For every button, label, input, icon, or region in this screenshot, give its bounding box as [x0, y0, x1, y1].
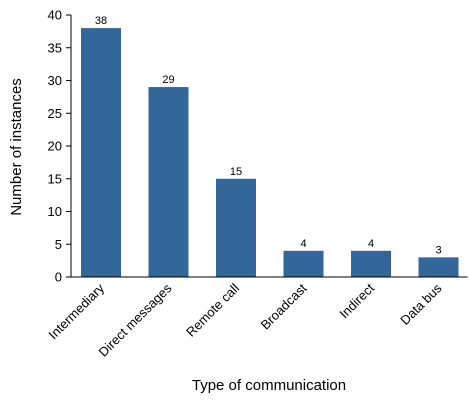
bar [216, 178, 256, 277]
y-tick-label: 15 [48, 171, 62, 186]
bar-value-label: 29 [162, 74, 174, 86]
y-tick-label: 10 [48, 204, 62, 219]
y-tick-label: 40 [48, 8, 62, 23]
bar-value-label: 4 [300, 238, 306, 250]
bar-value-label: 15 [230, 166, 242, 178]
bar-value-label: 38 [95, 15, 107, 27]
x-tick-label: Intermediary [45, 280, 107, 342]
x-tick-label: Data bus [397, 280, 445, 328]
bar-value-label: 3 [435, 244, 441, 256]
y-axis-title: Number of instances [8, 78, 25, 216]
data-labels: 38 29 15 4 4 3 [95, 15, 442, 256]
y-axis: 0 5 10 15 20 25 30 35 40 [48, 8, 72, 285]
bar-value-label: 4 [368, 238, 374, 250]
x-tick-label: Indirect [336, 280, 377, 321]
bar [351, 250, 391, 277]
bar [81, 28, 121, 277]
bar [418, 257, 459, 277]
y-tick-label: 20 [48, 139, 62, 154]
bar [148, 87, 189, 277]
x-tick-label: Direct messages [96, 280, 175, 359]
x-tick-label: Broadcast [258, 280, 310, 332]
x-tick-label: Remote call [183, 280, 242, 339]
bar-series [81, 28, 459, 277]
x-axis-title: Type of communication [192, 377, 346, 394]
y-tick-label: 35 [48, 40, 62, 55]
y-tick-label: 0 [55, 270, 62, 285]
y-tick-label: 30 [48, 73, 62, 88]
bar [283, 250, 324, 277]
y-tick-label: 25 [48, 106, 62, 121]
y-tick-label: 5 [55, 237, 62, 252]
